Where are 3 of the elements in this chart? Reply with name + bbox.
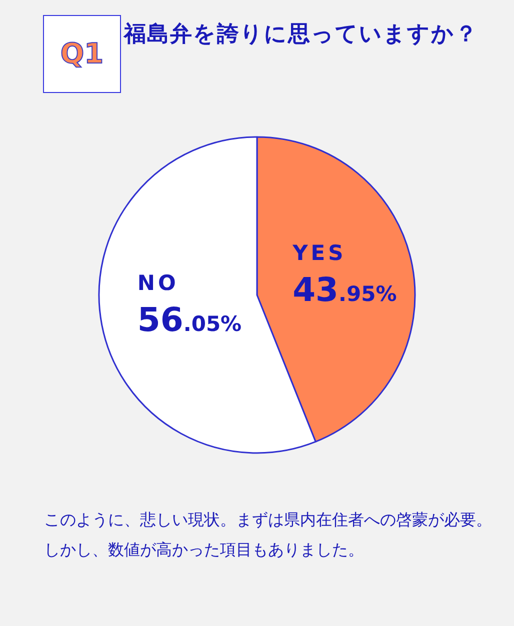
text: このように、悲しい現状。まずは県内在住者への啓蒙が必要。しかし、数値が高かった項目もありました。	[44, 509, 493, 561]
chart-title: 福島弁を誇りに思っていますか？	[124, 21, 479, 49]
badge: Q1	[43, 15, 121, 93]
